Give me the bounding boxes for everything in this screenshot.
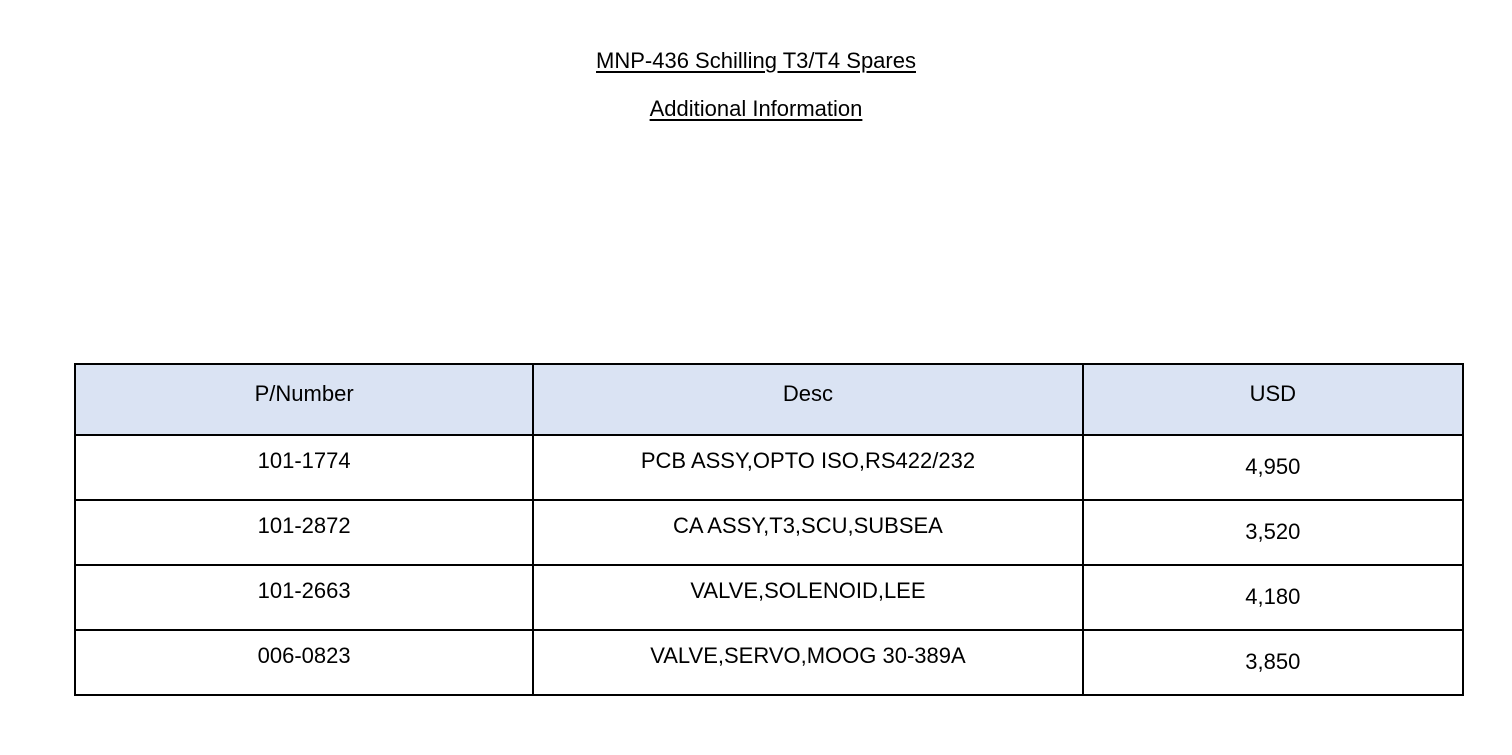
header-usd: USD: [1081, 363, 1465, 436]
cell-usd: 4,180: [1081, 564, 1465, 631]
cell-desc: PCB ASSY,OPTO ISO,RS422/232: [532, 434, 1084, 501]
table-row: 101-2872 CA ASSY,T3,SCU,SUBSEA 3,520: [73, 499, 1465, 566]
cell-pnumber: 101-2663: [73, 564, 535, 631]
cell-usd: 3,850: [1081, 629, 1465, 696]
header-desc: Desc: [532, 363, 1084, 436]
document-subtitle: Additional Information: [649, 96, 863, 121]
cell-pnumber: 101-1774: [73, 434, 535, 501]
spares-table: P/Number Desc USD 101-1774 PCB ASSY,OPTO…: [73, 363, 1465, 696]
cell-usd: 3,520: [1081, 499, 1465, 566]
document-title: MNP-436 Schilling T3/T4 Spares: [596, 48, 916, 73]
table-row: 006-0823 VALVE,SERVO,MOOG 30-389A 3,850: [73, 629, 1465, 696]
cell-pnumber: 006-0823: [73, 629, 535, 696]
header-pnumber: P/Number: [73, 363, 535, 436]
cell-desc: VALVE,SOLENOID,LEE: [532, 564, 1084, 631]
cell-desc: VALVE,SERVO,MOOG 30-389A: [532, 629, 1084, 696]
cell-desc: CA ASSY,T3,SCU,SUBSEA: [532, 499, 1084, 566]
cell-usd: 4,950: [1081, 434, 1465, 501]
table-header-row: P/Number Desc USD: [73, 363, 1465, 436]
cell-pnumber: 101-2872: [73, 499, 535, 566]
table-row: 101-1774 PCB ASSY,OPTO ISO,RS422/232 4,9…: [73, 434, 1465, 501]
table-row: 101-2663 VALVE,SOLENOID,LEE 4,180: [73, 564, 1465, 631]
